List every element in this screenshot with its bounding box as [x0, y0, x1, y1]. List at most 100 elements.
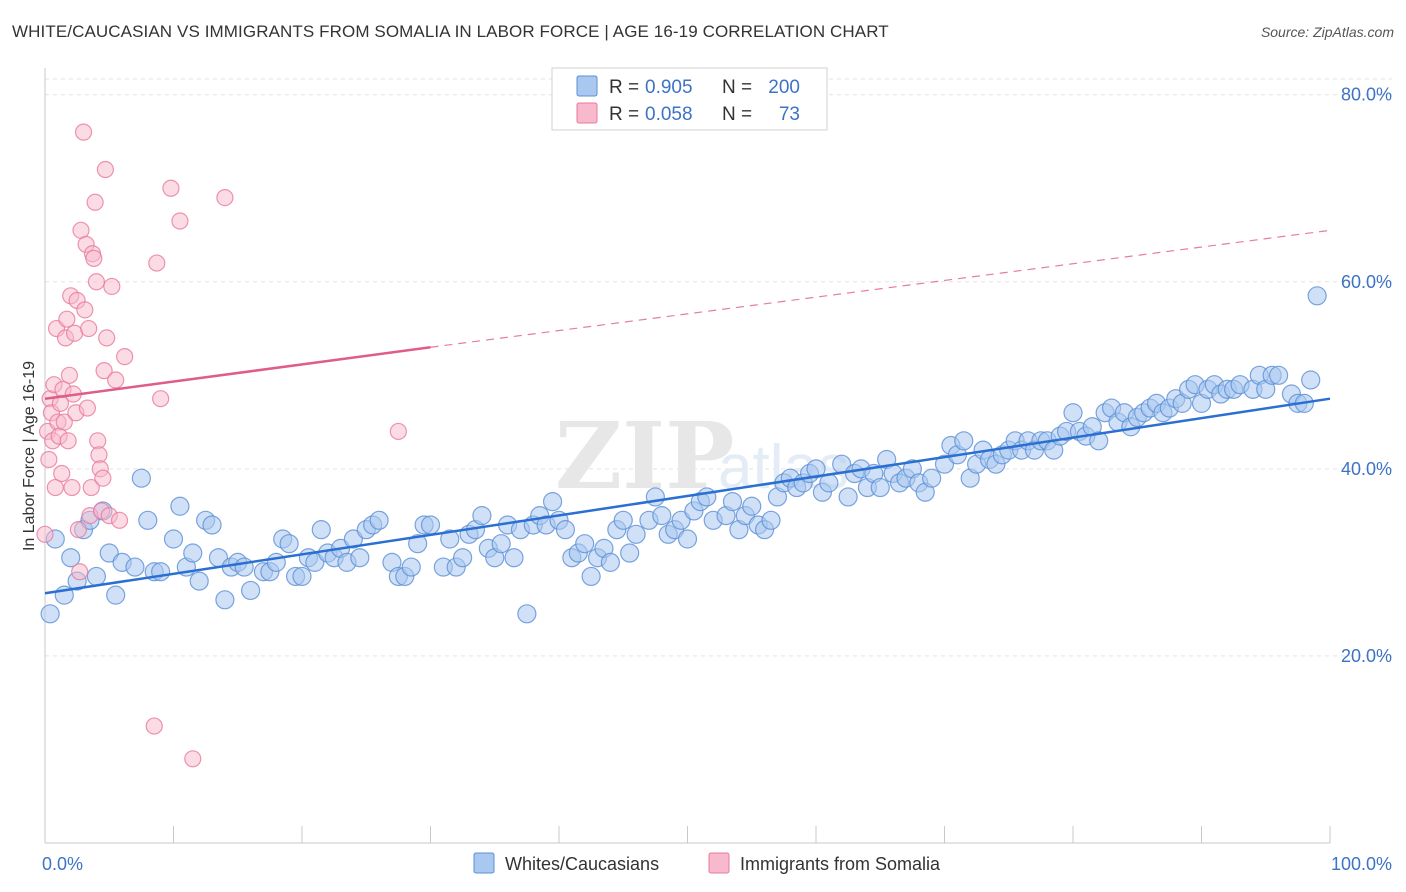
point-somalia-32: [80, 319, 98, 338]
legend-n-label-whites: N =: [722, 77, 752, 98]
point-whites-14: [138, 510, 158, 530]
y-tick-label-60: 60.0%: [1341, 272, 1392, 292]
legend-swatch-somalia: [576, 102, 598, 124]
point-whites-79: [581, 566, 601, 587]
point-whites-88: [645, 487, 665, 507]
point-whites-59: [453, 548, 473, 568]
legend-r-value-whites: 0.905: [645, 77, 693, 98]
point-somalia-49: [107, 371, 125, 389]
point-whites-112: [806, 459, 826, 479]
point-somalia-57: [184, 750, 202, 768]
point-somalia-50: [110, 511, 129, 529]
point-whites-93: [677, 529, 698, 549]
point-somalia-0: [36, 525, 54, 543]
trend-lines: [44, 229, 1331, 595]
point-somalia-34: [82, 478, 100, 497]
point-somalia-2: [40, 450, 58, 469]
trend-line-whites: [44, 397, 1331, 595]
point-somalia-54: [152, 390, 170, 408]
point-whites-92: [671, 510, 691, 530]
point-somalia-20: [63, 478, 81, 497]
y-tick-label-80: 80.0%: [1341, 85, 1392, 105]
point-somalia-16: [58, 310, 76, 328]
trend-line-somalia: [44, 346, 431, 400]
point-whites-84: [613, 510, 633, 530]
point-whites-105: [761, 510, 781, 530]
trend-line-somalia-projection: [430, 229, 1331, 348]
point-whites-23: [202, 515, 222, 535]
point-whites-86: [626, 524, 646, 544]
point-whites-25: [215, 590, 235, 610]
point-whites-45: [350, 548, 370, 568]
point-somalia-25: [69, 521, 88, 539]
point-whites-89: [652, 506, 672, 526]
point-somalia-48: [103, 277, 121, 296]
y-tick-label-40: 40.0%: [1341, 459, 1392, 479]
point-whites-48: [369, 510, 389, 530]
point-whites-102: [742, 496, 762, 516]
point-whites-16: [151, 562, 171, 582]
point-whites-75: [555, 520, 576, 540]
point-whites-82: [600, 552, 621, 572]
point-whites-154: [1089, 431, 1109, 451]
point-somalia-12: [53, 464, 71, 483]
point-somalia-28: [74, 123, 93, 141]
point-somalia-59: [389, 422, 407, 441]
y-tick-label-20: 20.0%: [1341, 646, 1392, 666]
point-somalia-38: [87, 273, 106, 291]
chart-title: WHITE/CAUCASIAN VS IMMIGRANTS FROM SOMAL…: [12, 22, 889, 41]
point-whites-57: [440, 529, 460, 549]
point-somalia-44: [95, 362, 113, 380]
point-whites-133: [954, 431, 974, 451]
legend-n-value-somalia: 73: [779, 104, 800, 125]
point-whites-18: [170, 496, 190, 516]
bottom-legend-label-somalia: Immigrants from Somalia: [740, 854, 941, 874]
point-whites-69: [517, 604, 537, 624]
point-whites-129: [922, 468, 942, 488]
legend-r-value-somalia: 0.058: [645, 104, 693, 125]
point-whites-53: [408, 534, 428, 554]
point-whites-13: [131, 468, 151, 488]
point-whites-67: [504, 548, 524, 568]
point-whites-9: [99, 543, 119, 563]
point-whites-185: [1301, 370, 1321, 390]
point-somalia-17: [59, 432, 77, 450]
point-whites-73: [542, 491, 563, 512]
legend-swatch-whites: [576, 75, 598, 97]
point-somalia-18: [60, 366, 79, 384]
point-somalia-31: [78, 399, 97, 417]
point-somalia-51: [116, 348, 134, 366]
point-whites-116: [838, 487, 858, 507]
point-whites-36: [292, 566, 312, 587]
bottom-legend-swatch-whites: [473, 852, 495, 874]
point-somalia-36: [85, 249, 103, 267]
point-whites-78: [575, 534, 595, 554]
point-whites-62: [472, 506, 492, 526]
point-somalia-53: [148, 254, 166, 272]
point-somalia-14: [55, 413, 73, 431]
point-whites-130: [934, 454, 955, 474]
point-somalia-29: [76, 301, 94, 319]
point-whites-85: [620, 543, 640, 563]
legend-r-label-somalia: R =: [609, 104, 639, 125]
point-whites-99: [722, 491, 743, 512]
point-somalia-45: [96, 160, 114, 179]
y-axis-label: In Labor Force | Age 16-19: [21, 361, 38, 551]
point-whites-0: [40, 604, 60, 624]
data-points: [36, 123, 1327, 768]
bottom-legend-swatch-somalia: [708, 852, 730, 874]
tick-labels: 20.0% 40.0% 60.0% 80.0% 0.0% 100.0%: [42, 85, 1392, 874]
point-whites-121: [870, 477, 890, 498]
point-whites-29: [241, 580, 261, 601]
point-whites-7: [86, 566, 107, 587]
point-whites-44: [343, 529, 363, 549]
legend-n-label-somalia: N =: [722, 104, 752, 125]
source-credit: Source: ZipAtlas.com: [1260, 24, 1394, 40]
point-somalia-52: [145, 717, 163, 735]
x-tick-label-100: 100.0%: [1331, 854, 1392, 874]
point-somalia-46: [98, 329, 116, 347]
point-whites-17: [163, 529, 184, 549]
point-whites-28: [234, 557, 254, 577]
legend-n-value-whites: 200: [768, 77, 800, 98]
point-whites-10: [106, 585, 126, 605]
